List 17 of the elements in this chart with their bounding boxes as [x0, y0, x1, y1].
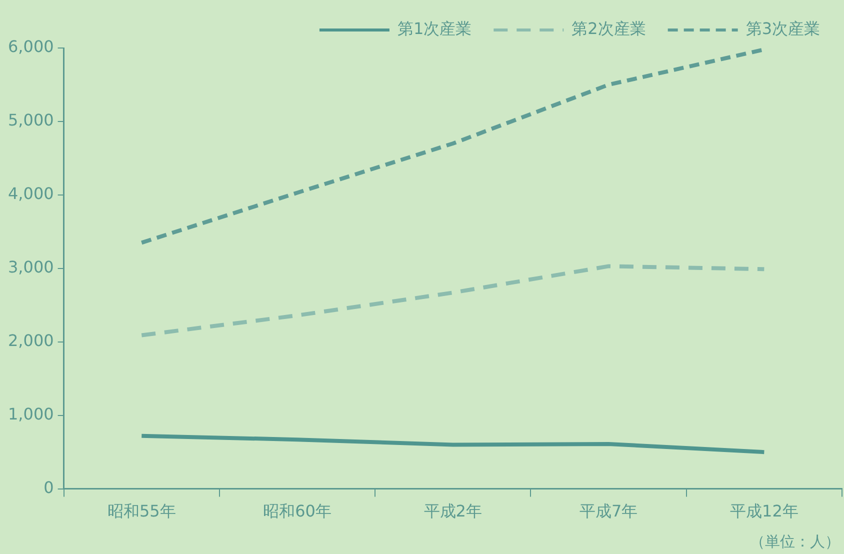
y-tick-label: 2,000 — [8, 331, 54, 350]
y-tick-label: 5,000 — [8, 110, 54, 130]
x-tick-label: 平成7年 — [579, 502, 638, 521]
legend-label: 第1次産業 — [397, 19, 472, 38]
x-tick-label: 平成12年 — [730, 502, 798, 521]
y-tick-label: 3,000 — [8, 258, 54, 277]
x-tick-label: 昭和60年 — [263, 502, 332, 521]
y-tick-label: 0 — [44, 478, 54, 497]
legend-label: 第3次産業 — [746, 19, 820, 38]
x-tick-label: 平成2年 — [424, 502, 482, 521]
x-tick-label: 昭和55年 — [107, 502, 176, 521]
y-tick-label: 4,000 — [8, 184, 54, 204]
legend-label: 第2次産業 — [572, 19, 646, 38]
line-series — [140, 264, 766, 338]
text: （単位：人） — [750, 532, 840, 550]
y-tick-label: 1,000 — [8, 404, 54, 424]
y-tick-label: 6,000 — [8, 37, 54, 56]
